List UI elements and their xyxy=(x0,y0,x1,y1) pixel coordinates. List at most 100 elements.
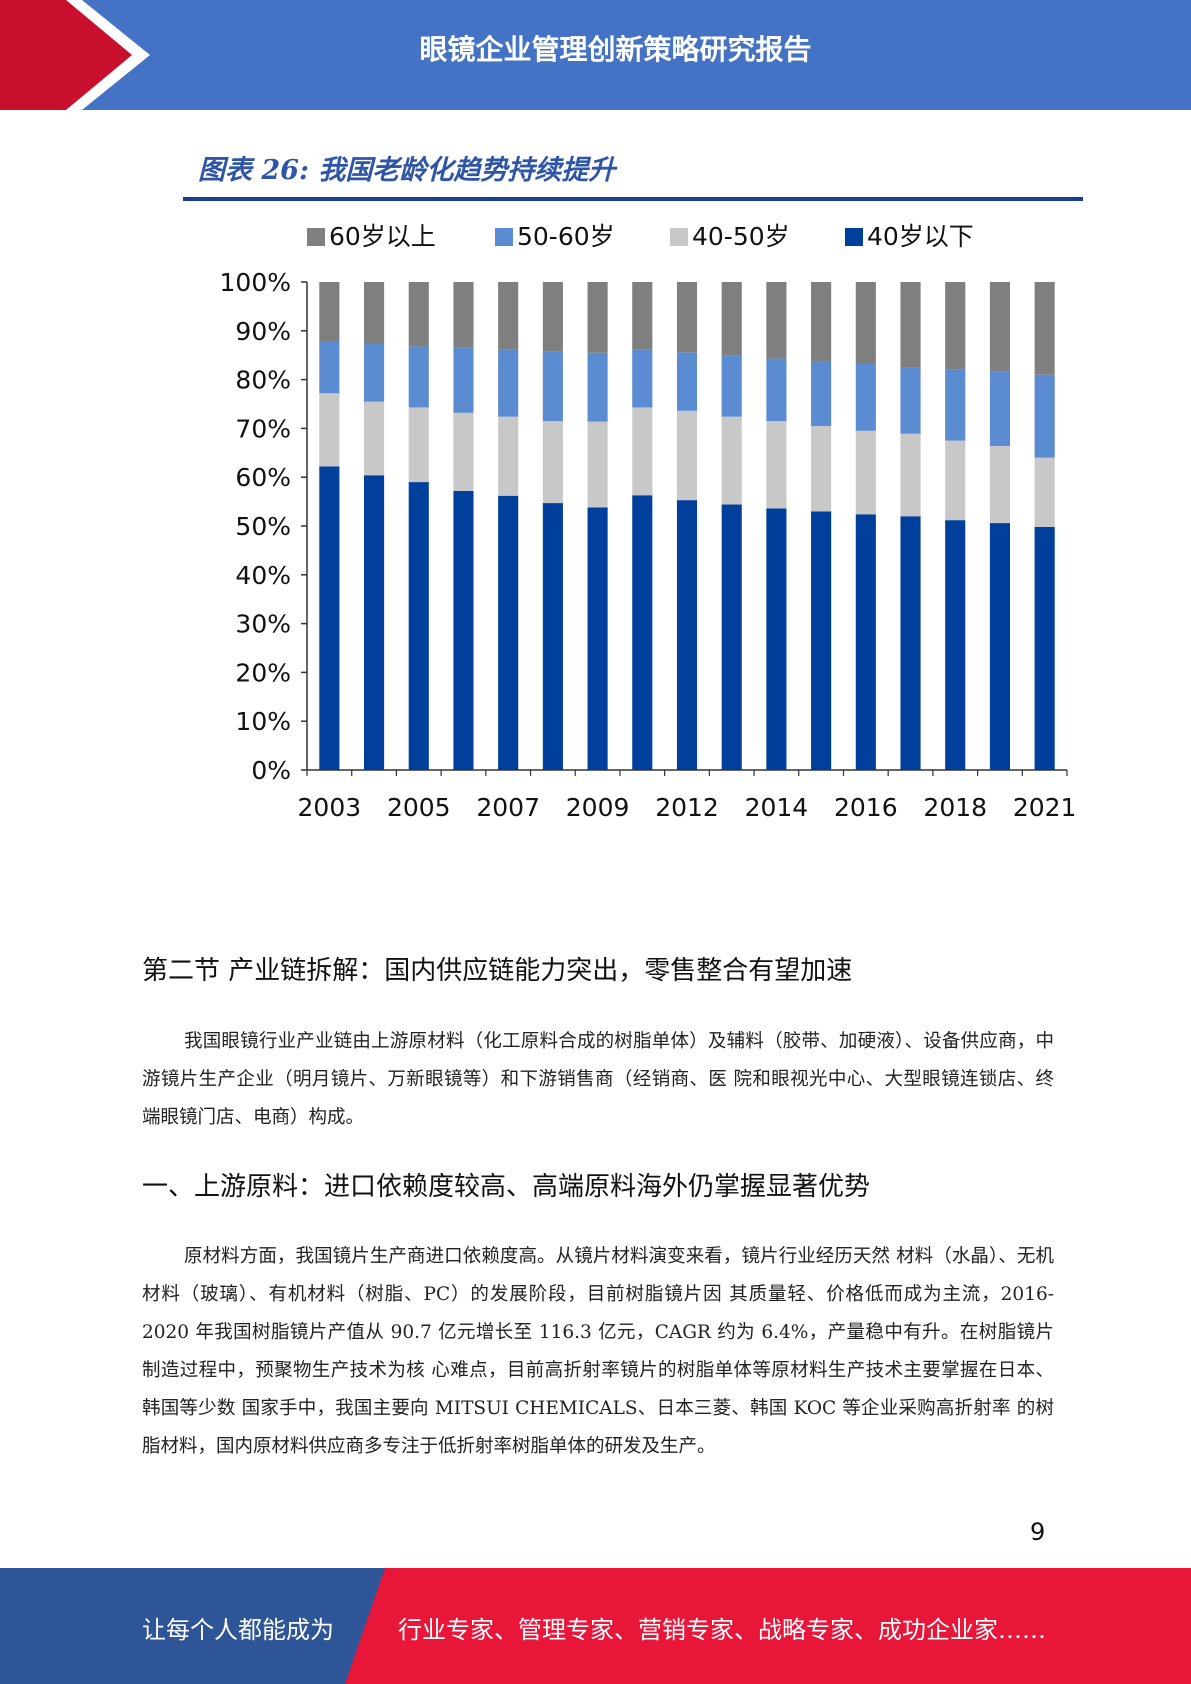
bar-segment xyxy=(721,504,742,770)
bar-segment xyxy=(676,500,698,770)
legend-swatch xyxy=(845,228,863,246)
bar-segment xyxy=(811,361,832,426)
y-tick-label: 100% xyxy=(220,268,291,297)
bar-segment xyxy=(453,412,474,491)
bar-segment xyxy=(453,347,474,413)
figure-caption: 图表 26: 我国老龄化趋势持续提升 xyxy=(198,155,616,186)
supply-chain-paragraph: 我国眼镜行业产业链由上游原材料（化工原料合成的树脂单体）及辅料（胶带、加硬液）、… xyxy=(142,1031,1054,1128)
bar-segment xyxy=(855,430,876,515)
bar-segment xyxy=(364,475,385,770)
bar-segment xyxy=(319,466,340,770)
bar-segment xyxy=(587,352,608,422)
bar-segment xyxy=(587,507,608,770)
bar-segment xyxy=(766,508,787,770)
y-tick-label: 20% xyxy=(235,658,291,687)
bar-segment xyxy=(408,407,429,483)
bar-segment xyxy=(364,401,385,476)
bar-segment xyxy=(632,495,653,770)
x-tick-label: 2014 xyxy=(745,793,809,822)
bar-segment xyxy=(498,349,519,417)
bar-segment xyxy=(721,416,742,505)
footer-banner xyxy=(0,1568,1191,1684)
legend-label: 60岁以上 xyxy=(329,222,436,251)
legend-label: 50-60岁 xyxy=(517,222,615,251)
bar-segment xyxy=(945,369,966,441)
bar-segment xyxy=(989,371,1010,446)
y-tick-label: 40% xyxy=(235,561,291,590)
bar-segment xyxy=(900,282,921,368)
bar-segment xyxy=(408,482,429,770)
legend-swatch xyxy=(307,228,325,246)
bar-segment xyxy=(855,363,876,431)
x-tick-label: 2005 xyxy=(387,793,451,822)
bar-segment xyxy=(632,349,653,408)
y-tick-label: 50% xyxy=(235,512,291,541)
bar-segment xyxy=(676,410,698,501)
bar-segment xyxy=(855,282,876,364)
bar-segment xyxy=(542,351,563,422)
bar-segment xyxy=(900,367,921,434)
bar-segment xyxy=(453,490,474,770)
legend-swatch xyxy=(495,228,513,246)
report-header: 眼镜企业管理创新策略研究报告 xyxy=(0,0,1191,110)
bar-segment xyxy=(766,282,787,359)
bar-segment xyxy=(364,282,385,344)
bar-segment xyxy=(945,440,966,521)
bar-segment xyxy=(1034,282,1055,375)
bar-segment xyxy=(766,421,787,509)
bar-segment xyxy=(408,346,429,408)
bar-segment xyxy=(989,445,1010,524)
bar-segment xyxy=(319,341,340,394)
bar-segment xyxy=(989,282,1010,372)
bar-segment xyxy=(721,355,742,417)
bar-segment xyxy=(676,352,698,411)
y-tick-label: 0% xyxy=(251,756,291,785)
section-heading-supply-chain: 第二节 产业链拆解：国内供应链能力突出，零售整合有望加速 xyxy=(142,956,853,986)
legend-label: 40-50岁 xyxy=(692,222,790,251)
x-tick-label: 2021 xyxy=(1013,793,1077,822)
bar-segment xyxy=(364,343,385,402)
bar-segment xyxy=(319,393,340,467)
x-tick-label: 2003 xyxy=(298,793,362,822)
bar-segment xyxy=(319,282,340,342)
bar-segment xyxy=(587,421,608,508)
upstream-paragraph: 原材料方面，我国镜片生产商进口依赖度高。从镜片材料演变来看，镜片行业经历天然 材… xyxy=(142,1246,1054,1457)
y-tick-label: 30% xyxy=(235,610,291,639)
bar-segment xyxy=(945,282,966,370)
x-tick-label: 2018 xyxy=(923,793,987,822)
report-title: 眼镜企业管理创新策略研究报告 xyxy=(419,33,812,66)
bar-segment xyxy=(811,425,832,512)
aging-trend-chart: 60岁以上 50-60岁 40-50岁 40岁以下 0% 10% 20% 30% 40% 50% 6… xyxy=(220,222,1077,822)
x-tick-label: 2016 xyxy=(834,793,898,822)
bar-segment xyxy=(587,282,608,353)
bar-segment xyxy=(498,282,519,350)
bar-segment xyxy=(721,282,742,356)
footer-slogan-left: 让每个人都能成为 xyxy=(142,1616,334,1644)
bar-segment xyxy=(989,523,1010,770)
page-number: 9 xyxy=(1030,1518,1046,1546)
bar-segment xyxy=(498,416,519,496)
y-tick-label: 70% xyxy=(235,414,291,443)
y-tick-label: 90% xyxy=(235,317,291,346)
bar-segment xyxy=(632,282,653,350)
bar-segment xyxy=(453,282,474,348)
bar-segment xyxy=(811,511,832,770)
bar-segment xyxy=(676,282,698,353)
bar-segment xyxy=(945,520,966,770)
y-tick-label: 80% xyxy=(235,366,291,395)
x-tick-label: 2012 xyxy=(655,793,719,822)
x-tick-label: 2007 xyxy=(476,793,540,822)
bar-segment xyxy=(1034,457,1055,527)
bar-segment xyxy=(542,421,563,504)
bar-segment xyxy=(632,407,653,496)
bar-segment xyxy=(900,433,921,517)
bar-segment xyxy=(811,282,832,362)
y-tick-label: 60% xyxy=(235,463,291,492)
footer-slogan-right: 行业专家、管理专家、营销专家、战略专家、成功企业家…… xyxy=(398,1616,1046,1644)
y-tick-label: 10% xyxy=(235,707,291,736)
legend-label: 40岁以下 xyxy=(867,222,974,251)
bar-segment xyxy=(542,282,563,352)
bar-segment xyxy=(855,514,876,770)
bar-segment xyxy=(900,516,921,770)
bar-segment xyxy=(766,358,787,422)
